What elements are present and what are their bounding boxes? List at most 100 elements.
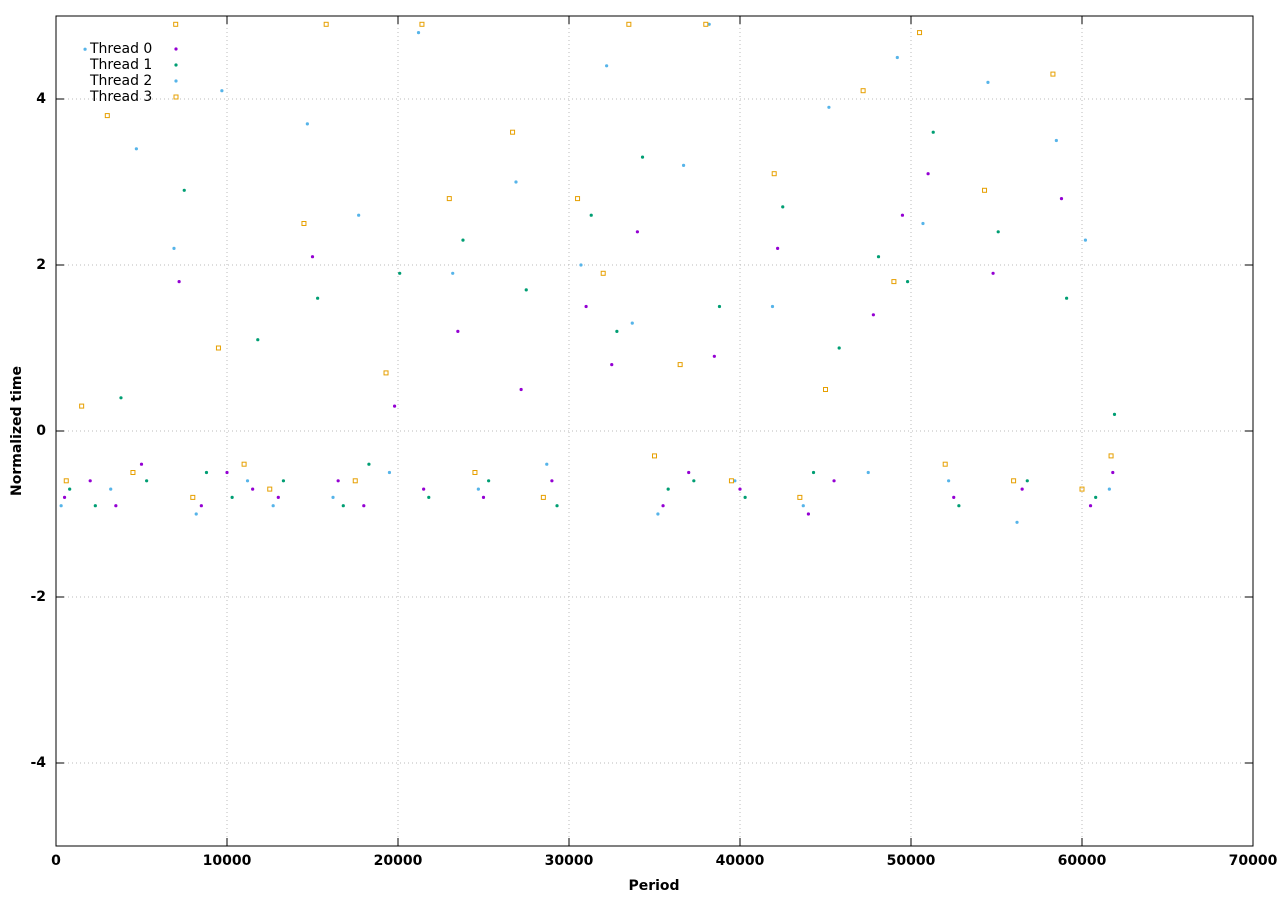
point <box>866 470 870 475</box>
point <box>173 21 179 27</box>
point <box>996 230 1000 234</box>
x-tick-label: 40000 <box>716 853 765 869</box>
point <box>271 504 275 508</box>
point <box>341 504 345 508</box>
point <box>811 470 816 475</box>
y-tick-label: -2 <box>30 589 46 605</box>
point <box>481 495 486 499</box>
point <box>781 205 785 209</box>
point <box>1079 486 1085 492</box>
point <box>575 196 581 202</box>
point <box>703 21 709 27</box>
point <box>215 345 221 351</box>
point <box>62 495 67 499</box>
x-tick-label: 60000 <box>1058 853 1107 869</box>
x-axis-label: Period <box>628 878 679 894</box>
point <box>461 238 465 242</box>
point <box>832 479 836 483</box>
x-tick-label: 0 <box>51 853 61 869</box>
point <box>119 396 123 400</box>
point <box>267 486 273 492</box>
point <box>630 321 634 325</box>
point <box>251 487 255 491</box>
x-tick-label: 70000 <box>1229 853 1278 869</box>
point <box>652 453 657 459</box>
y-tick-label: -4 <box>30 755 46 771</box>
point <box>1065 296 1069 300</box>
legend-marker <box>174 47 178 51</box>
point <box>656 512 660 516</box>
point <box>416 30 421 35</box>
ticks: 0 10000 20000 30000 40000 50000 60000 70000 -4 -2… <box>30 16 1278 869</box>
point <box>717 304 722 309</box>
point <box>900 213 905 217</box>
point <box>661 504 665 508</box>
point <box>931 130 935 134</box>
points <box>59 21 1117 524</box>
point <box>104 113 110 119</box>
point <box>921 221 925 226</box>
x-tick-label: 50000 <box>887 853 936 869</box>
point <box>276 495 280 499</box>
point <box>362 504 366 508</box>
point <box>204 470 209 475</box>
point <box>891 279 897 285</box>
point <box>550 479 554 483</box>
legend-label: Thread 0 <box>89 41 152 57</box>
point <box>357 213 361 217</box>
point <box>1050 71 1056 77</box>
point <box>579 263 583 267</box>
point <box>256 338 260 342</box>
point <box>476 487 480 491</box>
point <box>776 246 780 250</box>
point <box>130 470 136 475</box>
point <box>666 487 670 491</box>
legend-marker <box>174 63 178 67</box>
point <box>109 487 113 491</box>
point <box>610 363 614 367</box>
point <box>823 387 828 392</box>
point <box>589 213 593 217</box>
point <box>323 21 329 27</box>
x-tick-label: 20000 <box>374 853 423 869</box>
point <box>310 255 315 259</box>
point <box>926 172 930 176</box>
point <box>225 470 229 475</box>
x-tick-label: 30000 <box>545 853 594 869</box>
point <box>114 504 118 508</box>
point <box>1088 504 1093 508</box>
point <box>905 280 910 284</box>
point <box>1083 238 1088 242</box>
point <box>387 470 392 475</box>
point <box>1025 479 1029 483</box>
point <box>712 354 716 358</box>
point <box>986 80 990 84</box>
point <box>177 280 181 284</box>
point <box>301 221 307 226</box>
point <box>1111 470 1115 475</box>
y-tick-label: 4 <box>36 91 46 107</box>
legend-label: Thread 3 <box>89 89 152 105</box>
point <box>837 346 841 350</box>
point <box>1059 197 1064 201</box>
point <box>352 478 358 484</box>
point <box>681 163 686 167</box>
y-axis-label: Normalized time <box>9 366 25 496</box>
point <box>1108 453 1114 459</box>
point <box>952 495 956 499</box>
point <box>245 479 250 483</box>
point <box>1107 487 1111 491</box>
point <box>422 487 426 491</box>
point <box>801 504 805 508</box>
point <box>139 462 144 466</box>
point <box>519 387 523 392</box>
point <box>605 64 609 68</box>
point <box>738 487 742 491</box>
point <box>524 288 528 292</box>
point <box>876 255 881 259</box>
point <box>451 271 455 275</box>
point <box>316 296 320 300</box>
